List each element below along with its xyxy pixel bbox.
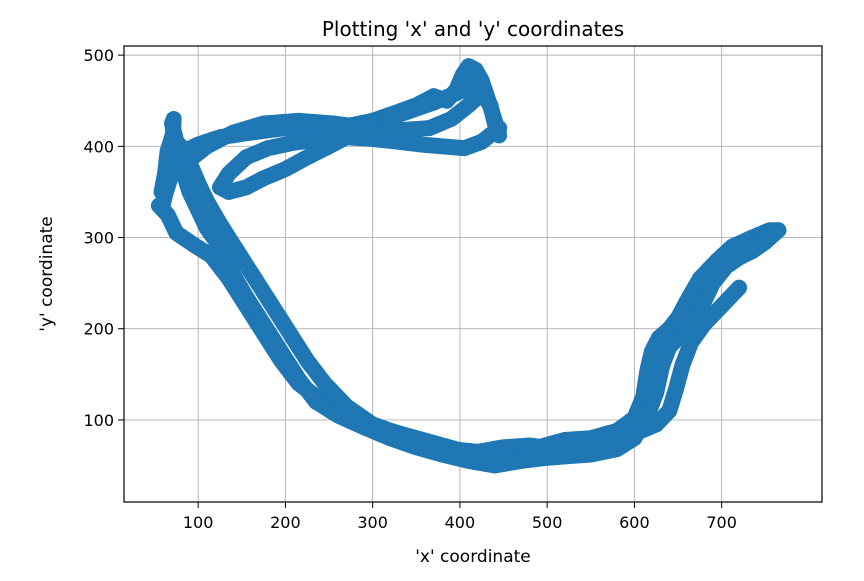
- chart-title: Plotting 'x' and 'y' coordinates: [322, 17, 624, 41]
- x-tick-label: 400: [445, 513, 476, 532]
- y-tick-label: 500: [83, 46, 114, 65]
- x-tick-label: 600: [619, 513, 650, 532]
- plot-frame: [123, 45, 823, 503]
- scatter-point: [486, 115, 503, 132]
- y-tick-label: 300: [83, 229, 114, 248]
- x-tick-label: 200: [270, 513, 301, 532]
- y-tick-label: 400: [83, 137, 114, 156]
- x-axis-label: 'x' coordinate: [415, 547, 530, 567]
- x-tick-label: 300: [357, 513, 388, 532]
- x-tick-label: 700: [706, 513, 737, 532]
- y-tick-label: 100: [83, 411, 114, 430]
- scatter-points: [150, 58, 787, 474]
- y-axis-label: 'y' coordinate: [37, 216, 57, 331]
- y-tick-label: 200: [83, 320, 114, 339]
- x-tick-label: 100: [183, 513, 214, 532]
- scatter-point: [153, 183, 170, 200]
- x-tick-label: 500: [532, 513, 563, 532]
- axis-ticks: 100 200 300 400 500 600 700 100 200 300 400 500: [83, 46, 736, 532]
